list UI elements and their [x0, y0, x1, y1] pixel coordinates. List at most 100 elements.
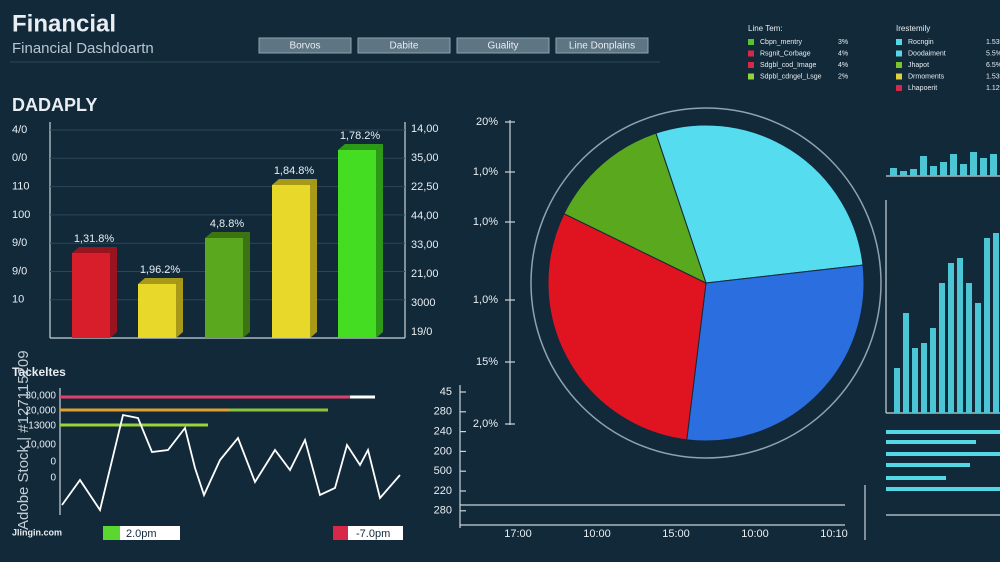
- legend-title: Line Tem:: [748, 24, 783, 33]
- y-tick-label: 2,0%: [473, 418, 498, 430]
- y2-tick-label: 22,50: [411, 181, 439, 193]
- legend-name: Cbpn_mentry: [760, 39, 803, 46]
- legend-swatch: [896, 85, 902, 91]
- badge-swatch: [103, 526, 120, 540]
- mini-bar: [930, 166, 937, 176]
- tab-label: Borvos: [289, 41, 320, 52]
- mini-bar: [970, 152, 977, 176]
- bar: [72, 253, 110, 338]
- bar-label: 1,96.2%: [140, 264, 181, 276]
- legend-left: Line Tem: Cbpn_mentry 3% Rsgnit_Corbage 4% Sd…: [748, 24, 848, 80]
- y-tick-label: 1,0%: [473, 294, 498, 306]
- hbar: [886, 487, 1000, 491]
- legend-name: Rsgnit_Corbage: [760, 50, 811, 57]
- bar-label: 1,31.8%: [74, 233, 115, 245]
- line-title: Tackeltes: [12, 365, 66, 379]
- y-tick-label: 240: [434, 426, 452, 438]
- y-tick-label: 13000: [28, 421, 56, 432]
- mini-bar: [930, 328, 936, 413]
- line-path: [61, 413, 401, 513]
- mini-bar: [900, 171, 907, 176]
- mini-bar: [910, 169, 917, 176]
- legend-value: 2%: [838, 73, 848, 80]
- pie-ring: [530, 107, 882, 459]
- bar-side: [110, 247, 117, 338]
- mini-bar: [921, 343, 927, 413]
- legend-name: Sdgbl_cod_Image: [760, 62, 817, 69]
- bar: [338, 150, 376, 338]
- legend-value: 4%: [838, 62, 848, 69]
- y-tick-label: 30,000: [25, 391, 56, 402]
- y-tick-label: 20,000: [25, 406, 56, 417]
- y-tick-label: 100: [12, 209, 30, 221]
- y-tick-label: 220: [434, 485, 452, 497]
- badge-swatch: [333, 526, 348, 540]
- badge-text: 2.0pm: [126, 528, 157, 540]
- bar-side: [310, 179, 317, 338]
- y2-tick-label: 19/0: [411, 326, 432, 338]
- bar-top: [272, 179, 317, 185]
- legend-name: Lhapoerit: [908, 85, 937, 92]
- mini-bar: [912, 348, 918, 413]
- legend-value: 1.12%: [986, 85, 1000, 92]
- y-tick-label: 0: [50, 457, 56, 468]
- y2-tick-label: 33,00: [411, 239, 439, 251]
- badge-text: -7.0pm: [356, 528, 390, 540]
- mini-bar: [920, 156, 927, 176]
- mini-bars: [885, 152, 1000, 516]
- bar-side: [176, 278, 183, 338]
- x-tick-label: 10:00: [583, 528, 611, 540]
- tabs: Borvos Dabite Guality Line Donplains: [258, 37, 649, 54]
- legend-swatch: [748, 73, 754, 80]
- mini-bar: [939, 283, 945, 413]
- legend-title: Irestemily: [896, 24, 930, 33]
- y-tick-label: 0: [50, 473, 56, 484]
- bar: [272, 185, 310, 338]
- subtitle: Financial Dashdoartn: [12, 40, 154, 57]
- x-tick-label: 15:00: [662, 528, 690, 540]
- bar: [138, 284, 176, 338]
- tab: [456, 37, 550, 54]
- mini-bar: [966, 283, 972, 413]
- legend-value: 3%: [838, 39, 848, 46]
- line-panel: Jlingin.com 2.0pm -7.0pm 30,000 20,000 130…: [12, 388, 403, 540]
- y-tick-label: 110: [12, 181, 30, 193]
- tab-label: Guality: [487, 41, 518, 52]
- mini-bar: [980, 158, 987, 176]
- x-tick-label: 10:00: [741, 528, 769, 540]
- mini-bar: [948, 263, 954, 413]
- y-tick-label: 10: [12, 294, 24, 306]
- footer: Jlingin.com: [12, 527, 62, 537]
- mini-bar: [890, 168, 897, 176]
- mini-bar: [894, 368, 900, 413]
- legend-value: 6.5%: [986, 62, 1000, 69]
- y-tick-label: 9/0: [12, 265, 27, 277]
- watermark: Adobe Stock | #127115209: [15, 350, 32, 530]
- y-tick-label: 500: [434, 465, 452, 477]
- hbar: [886, 452, 1000, 456]
- y-tick-label: 15%: [476, 356, 498, 368]
- pie-slice: [547, 213, 707, 441]
- tab-label: Dabite: [390, 41, 419, 52]
- bar: [205, 238, 243, 338]
- legend-value: 5.5%: [986, 50, 1000, 57]
- legend-value: 1.53%: [986, 39, 1000, 46]
- bar-label: 1,84.8%: [274, 165, 315, 177]
- hbar: [886, 430, 1000, 434]
- bar-top: [138, 278, 183, 284]
- bar-top: [205, 232, 250, 238]
- y-tick-label: 4/0: [12, 124, 27, 136]
- badge: [120, 526, 180, 540]
- pie-slice: [686, 264, 865, 442]
- y2-tick-label: 35,00: [411, 152, 439, 164]
- y-tick-label: 200: [434, 445, 452, 457]
- y2-tick-label: 14,00: [411, 123, 439, 135]
- mini-bar: [993, 233, 999, 413]
- badge: [348, 526, 403, 540]
- legend-swatch: [748, 50, 754, 57]
- bar-label: 1,78.2%: [340, 130, 381, 142]
- pie-panel: 20% 1,0% 1,0% 1,0% 15% 2,0%: [473, 107, 882, 459]
- mini-bar: [940, 162, 947, 176]
- legend-swatch: [748, 62, 754, 68]
